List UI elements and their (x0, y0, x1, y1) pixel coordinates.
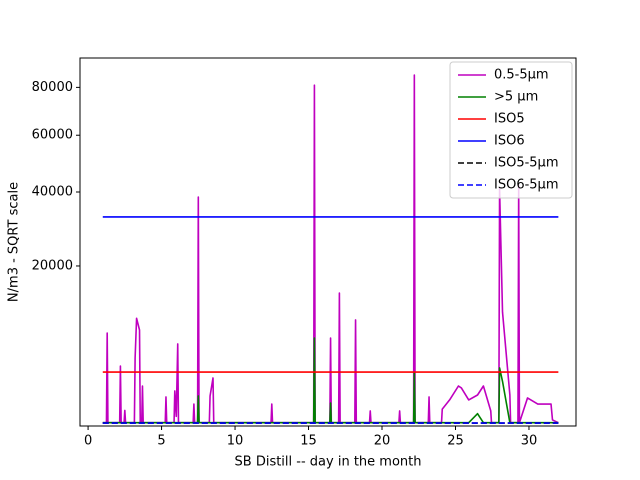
legend-label: ISO5-5µm (494, 156, 559, 171)
x-axis-label: SB Distill -- day in the month (235, 455, 422, 470)
x-tick-label: 5 (157, 434, 165, 449)
legend-box (449, 61, 573, 199)
x-tick-label: 0 (84, 434, 92, 449)
legend-label: 0.5-5µm (494, 68, 549, 83)
x-tick-label: 15 (300, 434, 317, 449)
plot-area (102, 74, 559, 424)
x-tick-label: 25 (447, 434, 464, 449)
legend-label: ISO6-5µm (494, 178, 559, 193)
x-tick-label: 10 (227, 434, 244, 449)
legend-label: ISO5 (494, 112, 525, 127)
y-tick-label: 40000 (32, 184, 73, 199)
y-tick-label: 80000 (32, 80, 73, 95)
legend-label: >5 µm (494, 90, 538, 105)
x-tick-label: 20 (374, 434, 391, 449)
y-axis-label: N/m3 - SQRT scale (7, 182, 22, 302)
axes-frame (79, 57, 577, 427)
x-tick-label: 30 (521, 434, 538, 449)
legend-label: ISO6 (494, 134, 525, 149)
y-tick-label: 20000 (32, 258, 73, 273)
y-tick-label: 60000 (32, 128, 73, 143)
